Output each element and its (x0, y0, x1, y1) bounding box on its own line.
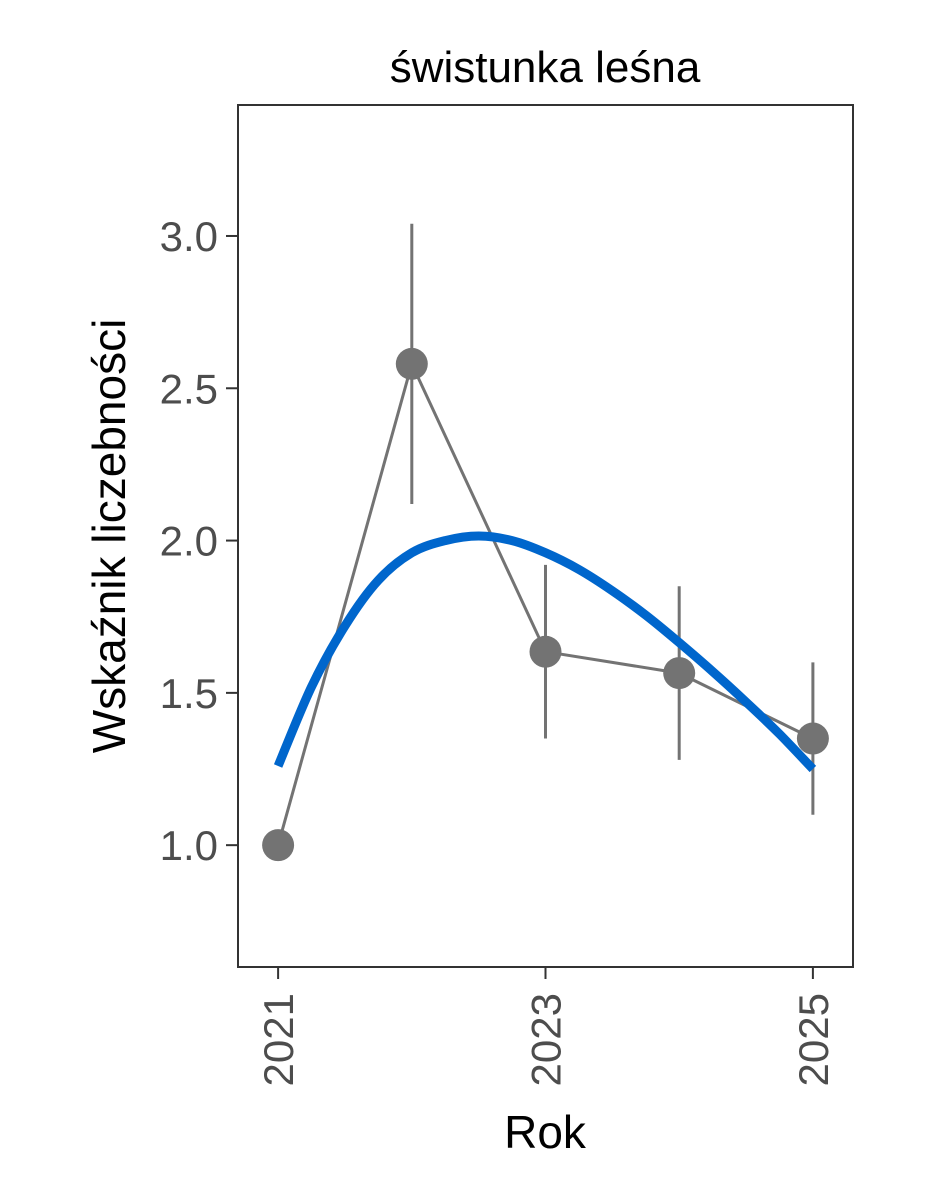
y-axis-title: Wskaźnik liczebności (83, 319, 135, 754)
y-tick-label: 1.5 (160, 670, 218, 717)
x-tick-label: 2023 (523, 993, 570, 1086)
x-tick-label: 2025 (790, 993, 837, 1086)
x-tick-label: 2021 (255, 993, 302, 1086)
data-point (395, 347, 428, 380)
data-point (529, 635, 562, 668)
data-point (262, 829, 295, 862)
data-points (262, 347, 829, 862)
trend-curve-line (273, 531, 817, 773)
y-axis: 1.0 1.5 2.0 2.5 3.0 (160, 213, 238, 869)
x-axis-title: Rok (504, 1106, 587, 1158)
y-tick-label: 2.5 (160, 365, 218, 412)
y-tick-label: 1.0 (160, 822, 218, 869)
chart-title: świstunka leśna (390, 43, 701, 92)
data-point (663, 657, 696, 690)
y-tick-label: 2.0 (160, 518, 218, 565)
plot-panel (237, 104, 854, 968)
x-axis: 2021 2023 2025 (255, 967, 837, 1086)
data-point (796, 722, 829, 755)
y-tick-label: 3.0 (160, 213, 218, 260)
